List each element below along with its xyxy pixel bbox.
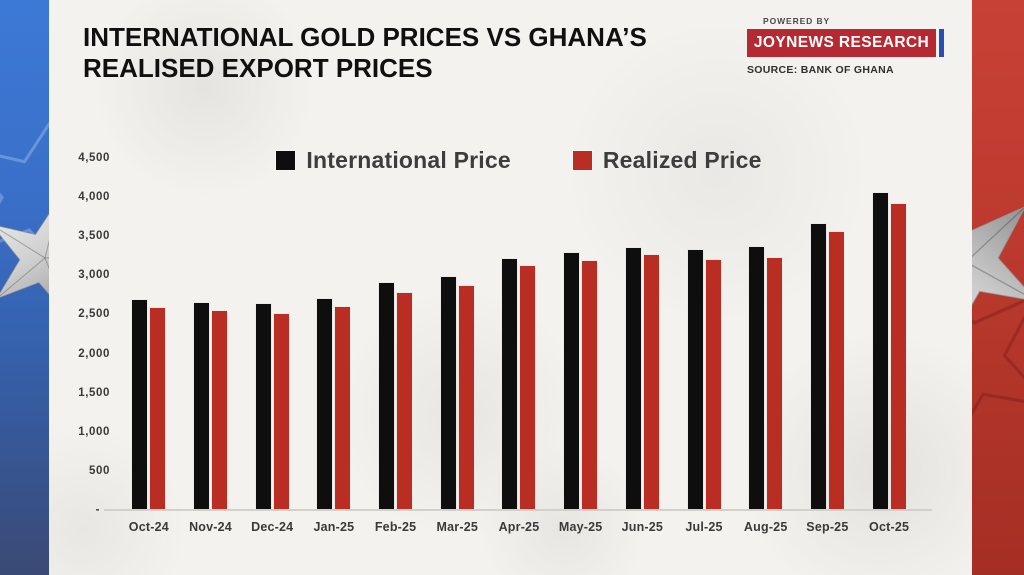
badge-accent-bar	[939, 29, 944, 57]
bar-group	[180, 158, 242, 510]
right-flag-band	[972, 0, 1024, 575]
bar-group	[858, 158, 920, 510]
bar-realized-price	[705, 260, 721, 510]
bar-realized-price	[520, 266, 536, 510]
branding-block: POWERED BY JOYNEWS RESEARCH SOURCE: BANK…	[747, 16, 977, 76]
title-line-1: INTERNATIONAL GOLD PRICES VS GHANA’S	[83, 22, 647, 52]
x-axis-label: Sep-25	[806, 520, 849, 534]
source-attribution: SOURCE: BANK OF GHANA	[747, 64, 894, 76]
bar-realized-price	[643, 255, 659, 510]
bar-realized-price	[273, 314, 289, 510]
bar-group	[303, 158, 365, 510]
bar-realized-price	[890, 204, 906, 510]
y-axis-label: 3,000	[78, 269, 110, 282]
powered-by-label: POWERED BY	[763, 16, 831, 26]
bar-group	[797, 158, 859, 510]
bar-group	[118, 158, 180, 510]
legend-item-international: International Price	[276, 146, 511, 174]
bar-international-price	[132, 300, 148, 510]
x-axis-label: Mar-25	[436, 520, 479, 534]
realized-price-swatch	[572, 150, 592, 170]
x-axis-label: Jun-25	[621, 520, 664, 534]
silver-star-icon	[972, 187, 1024, 343]
bar-realized-price	[150, 308, 166, 510]
bar-group	[673, 158, 735, 510]
x-axis-label: Oct-25	[869, 520, 910, 534]
international-price-swatch	[276, 150, 296, 170]
chart-legend: International Price Realized Price	[118, 143, 920, 177]
plot-area	[118, 158, 920, 510]
x-axis-label: Feb-25	[374, 520, 417, 534]
x-axis-label: Jul-25	[685, 520, 723, 534]
bar-international-price	[440, 277, 456, 510]
bar-international-price	[564, 253, 580, 510]
x-axis-label: Nov-24	[189, 520, 232, 534]
brand-name: JOYNEWS RESEARCH	[747, 29, 936, 57]
y-axis-label: 3,500	[78, 230, 110, 243]
bar-international-price	[502, 259, 518, 510]
bar-international-price	[317, 299, 333, 510]
y-axis-ticks: 4,500 4,000 3,500 3,000 2,500 2,000 1,500 1,000…	[30, 152, 110, 516]
bar-international-price	[379, 283, 395, 510]
star-outline-icon	[0, 103, 49, 283]
y-axis-label: 4,500	[78, 152, 110, 164]
x-axis-label: May-25	[558, 520, 603, 534]
x-axis-labels: Oct-24 Nov-24 Dec-24 Jan-25 Feb-25 Mar-25 Apr-…	[118, 520, 920, 534]
bar-realized-price	[212, 311, 228, 510]
y-axis-label: 1,000	[78, 425, 110, 438]
page-title: INTERNATIONAL GOLD PRICES VS GHANA’S REA…	[83, 22, 743, 84]
bar-international-price	[255, 304, 271, 510]
bar-group	[735, 158, 797, 510]
y-axis-label: 2,500	[78, 308, 110, 321]
bar-group	[612, 158, 674, 510]
x-axis-label: Aug-25	[743, 520, 788, 534]
x-axis-line	[104, 509, 932, 511]
y-axis-label: 1,500	[78, 386, 110, 399]
bar-realized-price	[767, 258, 783, 510]
bar-realized-price	[335, 307, 351, 510]
legend-item-realized: Realized Price	[572, 146, 762, 174]
bar-realized-price	[582, 261, 598, 510]
y-axis-label: -	[95, 504, 100, 516]
bar-realized-price	[458, 286, 474, 510]
bar-group	[426, 158, 488, 510]
bar-international-price	[194, 303, 210, 510]
y-axis-label: 2,000	[78, 347, 110, 360]
joynews-research-badge: JOYNEWS RESEARCH	[747, 29, 944, 57]
silver-star-icon	[0, 195, 49, 318]
bar-group	[550, 158, 612, 510]
title-line-2: REALISED EXPORT PRICES	[83, 53, 433, 83]
x-axis-label: Jan-25	[313, 520, 355, 534]
bar-international-price	[625, 248, 641, 510]
bar-international-price	[872, 193, 888, 510]
bar-group	[365, 158, 427, 510]
x-axis-label: Oct-24	[128, 520, 169, 534]
bar-realized-price	[828, 232, 844, 510]
legend-label: Realized Price	[602, 146, 762, 173]
bar-realized-price	[397, 293, 413, 510]
bar-international-price	[687, 250, 703, 510]
x-axis-label: Dec-24	[251, 520, 294, 534]
bar-international-price	[749, 247, 765, 510]
star-outline-icon	[972, 269, 1024, 458]
y-axis-label: 500	[89, 464, 110, 477]
bar-group	[488, 158, 550, 510]
left-flag-band	[0, 0, 49, 575]
x-axis-label: Apr-25	[498, 520, 540, 534]
bar-international-price	[810, 224, 826, 510]
legend-label: International Price	[306, 146, 511, 173]
y-axis-label: 4,000	[78, 191, 110, 204]
bar-group	[241, 158, 303, 510]
